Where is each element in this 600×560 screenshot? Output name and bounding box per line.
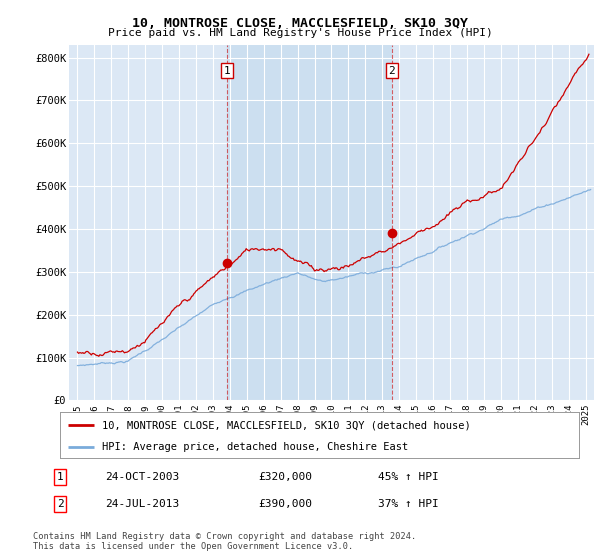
Bar: [227, 45, 392, 400]
Text: 2: 2: [389, 66, 395, 76]
Text: 24-OCT-2003: 24-OCT-2003: [105, 472, 179, 482]
Text: 10, MONTROSE CLOSE, MACCLESFIELD, SK10 3QY: 10, MONTROSE CLOSE, MACCLESFIELD, SK10 3…: [132, 17, 468, 30]
Text: 2: 2: [56, 499, 64, 509]
Text: 24-JUL-2013: 24-JUL-2013: [105, 499, 179, 509]
Text: 10, MONTROSE CLOSE, MACCLESFIELD, SK10 3QY (detached house): 10, MONTROSE CLOSE, MACCLESFIELD, SK10 3…: [101, 420, 470, 430]
Text: HPI: Average price, detached house, Cheshire East: HPI: Average price, detached house, Ches…: [101, 442, 408, 451]
Text: Contains HM Land Registry data © Crown copyright and database right 2024.
This d: Contains HM Land Registry data © Crown c…: [33, 532, 416, 552]
Text: 37% ↑ HPI: 37% ↑ HPI: [378, 499, 439, 509]
Text: Price paid vs. HM Land Registry's House Price Index (HPI): Price paid vs. HM Land Registry's House …: [107, 28, 493, 38]
Text: 1: 1: [56, 472, 64, 482]
Text: 45% ↑ HPI: 45% ↑ HPI: [378, 472, 439, 482]
Text: £320,000: £320,000: [258, 472, 312, 482]
Text: £390,000: £390,000: [258, 499, 312, 509]
Text: 1: 1: [223, 66, 230, 76]
